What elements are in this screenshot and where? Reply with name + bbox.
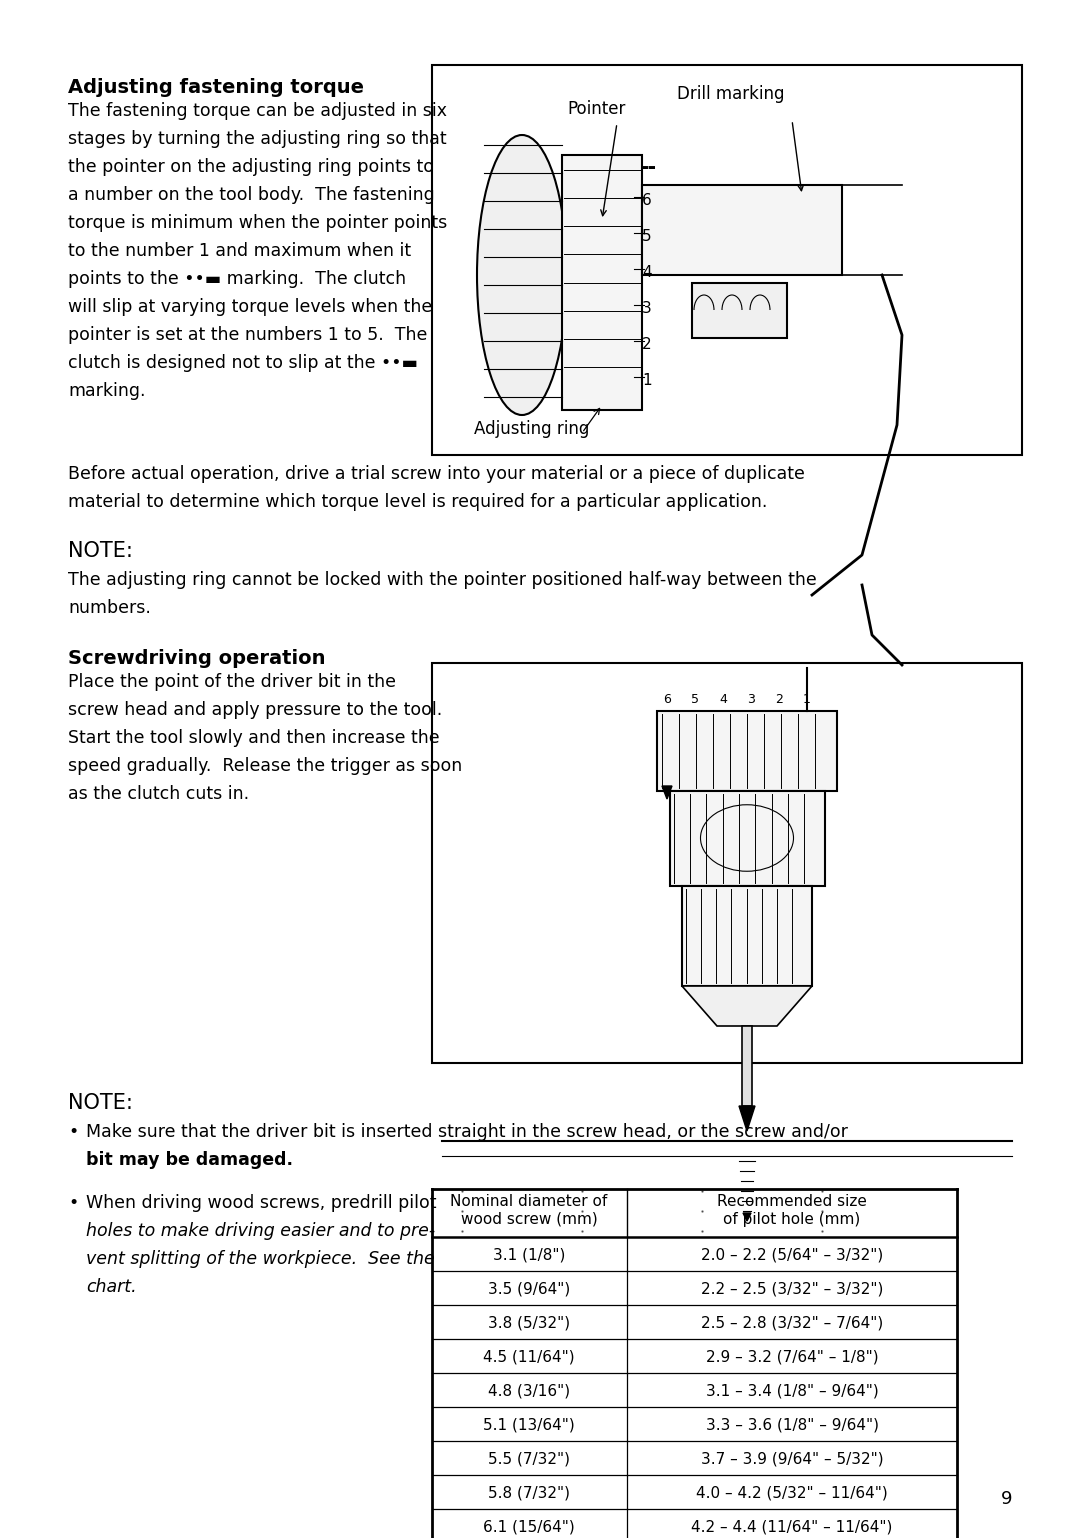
Text: •: • <box>68 1123 78 1141</box>
Text: 6: 6 <box>642 192 651 208</box>
Text: 2.2 – 2.5 (3/32" – 3/32"): 2.2 – 2.5 (3/32" – 3/32") <box>701 1283 883 1297</box>
Text: 4: 4 <box>719 694 727 706</box>
Text: 6: 6 <box>663 694 671 706</box>
Text: When driving wood screws, predrill pilot: When driving wood screws, predrill pilot <box>86 1193 436 1212</box>
Text: numbers.: numbers. <box>68 598 151 617</box>
Text: ▬▬: ▬▬ <box>640 163 656 172</box>
Text: 4.0 – 4.2 (5/32" – 11/64"): 4.0 – 4.2 (5/32" – 11/64") <box>697 1486 888 1501</box>
Text: 1: 1 <box>642 374 651 388</box>
Text: screw head and apply pressure to the tool.: screw head and apply pressure to the too… <box>68 701 442 718</box>
Text: The fastening torque can be adjusted in six: The fastening torque can be adjusted in … <box>68 102 447 120</box>
Text: 3.3 – 3.6 (1/8" – 9/64"): 3.3 – 3.6 (1/8" – 9/64") <box>705 1418 878 1433</box>
Text: 2: 2 <box>642 337 651 352</box>
Polygon shape <box>739 1106 755 1130</box>
Text: 3.5 (9/64"): 3.5 (9/64") <box>488 1283 570 1297</box>
Polygon shape <box>743 1213 751 1221</box>
Text: 2.5 – 2.8 (3/32" – 7/64"): 2.5 – 2.8 (3/32" – 7/64") <box>701 1317 883 1330</box>
Text: 5: 5 <box>642 229 651 245</box>
Text: 2: 2 <box>775 694 783 706</box>
Text: material to determine which torque level is required for a particular applicatio: material to determine which torque level… <box>68 494 768 511</box>
Bar <box>670 791 825 886</box>
Text: Place the point of the driver bit in the: Place the point of the driver bit in the <box>68 674 396 691</box>
Text: Before actual operation, drive a trial screw into your material or a piece of du: Before actual operation, drive a trial s… <box>68 464 805 483</box>
Text: marking.: marking. <box>68 381 146 400</box>
Text: 3.7 – 3.9 (9/64" – 5/32"): 3.7 – 3.9 (9/64" – 5/32") <box>701 1452 883 1467</box>
Text: clutch is designed not to slip at the ••▬: clutch is designed not to slip at the ••… <box>68 354 418 372</box>
Text: wood screw (mm): wood screw (mm) <box>461 1212 597 1227</box>
Text: The adjusting ring cannot be locked with the pointer positioned half-way between: The adjusting ring cannot be locked with… <box>68 571 816 589</box>
Text: will slip at varying torque levels when the: will slip at varying torque levels when … <box>68 298 432 315</box>
Text: Drill marking: Drill marking <box>677 85 784 103</box>
Text: pointer is set at the numbers 1 to 5.  The: pointer is set at the numbers 1 to 5. Th… <box>68 326 428 345</box>
Text: 2.0 – 2.2 (5/64" – 3/32"): 2.0 – 2.2 (5/64" – 3/32") <box>701 1247 883 1263</box>
Text: bit may be damaged.: bit may be damaged. <box>86 1150 293 1169</box>
Text: stages by turning the adjusting ring so that: stages by turning the adjusting ring so … <box>68 131 447 148</box>
Text: 4.5 (11/64"): 4.5 (11/64") <box>483 1350 575 1366</box>
Text: •: • <box>68 1193 78 1212</box>
Text: Recommended size: Recommended size <box>717 1193 867 1209</box>
Text: 6.1 (15/64"): 6.1 (15/64") <box>483 1520 575 1535</box>
Ellipse shape <box>477 135 567 415</box>
Text: 2.9 – 3.2 (7/64" – 1/8"): 2.9 – 3.2 (7/64" – 1/8") <box>705 1350 878 1366</box>
Text: Adjusting ring: Adjusting ring <box>474 420 590 438</box>
Text: Nominal diameter of: Nominal diameter of <box>450 1193 608 1209</box>
Text: Pointer: Pointer <box>567 100 625 118</box>
Text: a number on the tool body.  The fastening: a number on the tool body. The fastening <box>68 186 435 205</box>
Text: 1: 1 <box>804 694 811 706</box>
Text: speed gradually.  Release the trigger as soon: speed gradually. Release the trigger as … <box>68 757 462 775</box>
Text: Screwdriving operation: Screwdriving operation <box>68 649 325 667</box>
Text: torque is minimum when the pointer points: torque is minimum when the pointer point… <box>68 214 447 232</box>
Text: 3.1 (1/8"): 3.1 (1/8") <box>492 1247 565 1263</box>
Text: 3.8 (5/32"): 3.8 (5/32") <box>488 1317 570 1330</box>
Text: NOTE:: NOTE: <box>68 541 133 561</box>
Text: Start the tool slowly and then increase the: Start the tool slowly and then increase … <box>68 729 440 747</box>
Text: 5.8 (7/32"): 5.8 (7/32") <box>488 1486 570 1501</box>
Polygon shape <box>662 786 672 800</box>
Bar <box>562 155 642 411</box>
Text: 5: 5 <box>691 694 699 706</box>
Text: the pointer on the adjusting ring points to: the pointer on the adjusting ring points… <box>68 158 434 175</box>
Text: 3.1 – 3.4 (1/8" – 9/64"): 3.1 – 3.4 (1/8" – 9/64") <box>705 1384 878 1400</box>
Text: 4.2 – 4.4 (11/64" – 11/64"): 4.2 – 4.4 (11/64" – 11/64") <box>691 1520 893 1535</box>
Text: vent splitting of the workpiece.  See the: vent splitting of the workpiece. See the <box>86 1250 435 1267</box>
Text: 4.8 (3/16"): 4.8 (3/16") <box>488 1384 570 1400</box>
Text: 5.1 (13/64"): 5.1 (13/64") <box>483 1418 575 1433</box>
Bar <box>681 886 812 986</box>
Text: 3: 3 <box>642 301 651 315</box>
Text: NOTE:: NOTE: <box>68 1094 133 1114</box>
Text: 9: 9 <box>1000 1490 1012 1507</box>
Text: 3: 3 <box>747 694 755 706</box>
Text: 4: 4 <box>642 265 651 280</box>
Bar <box>657 711 837 791</box>
Polygon shape <box>681 986 812 1026</box>
Text: of pilot hole (mm): of pilot hole (mm) <box>724 1212 861 1227</box>
Text: to the number 1 and maximum when it: to the number 1 and maximum when it <box>68 241 411 260</box>
Text: Adjusting fastening torque: Adjusting fastening torque <box>68 78 364 97</box>
Text: chart.: chart. <box>86 1278 137 1297</box>
Text: 5.5 (7/32"): 5.5 (7/32") <box>488 1452 570 1467</box>
Bar <box>432 663 1022 1063</box>
Text: Make sure that the driver bit is inserted straight in the screw head, or the scr: Make sure that the driver bit is inserte… <box>86 1123 848 1141</box>
Text: holes to make driving easier and to pre-: holes to make driving easier and to pre- <box>86 1223 435 1240</box>
Text: points to the ••▬ marking.  The clutch: points to the ••▬ marking. The clutch <box>68 271 406 288</box>
Bar <box>742 1026 752 1106</box>
Bar <box>432 65 1022 455</box>
Bar <box>692 283 787 338</box>
Text: as the clutch cuts in.: as the clutch cuts in. <box>68 784 249 803</box>
Bar <box>642 185 842 275</box>
